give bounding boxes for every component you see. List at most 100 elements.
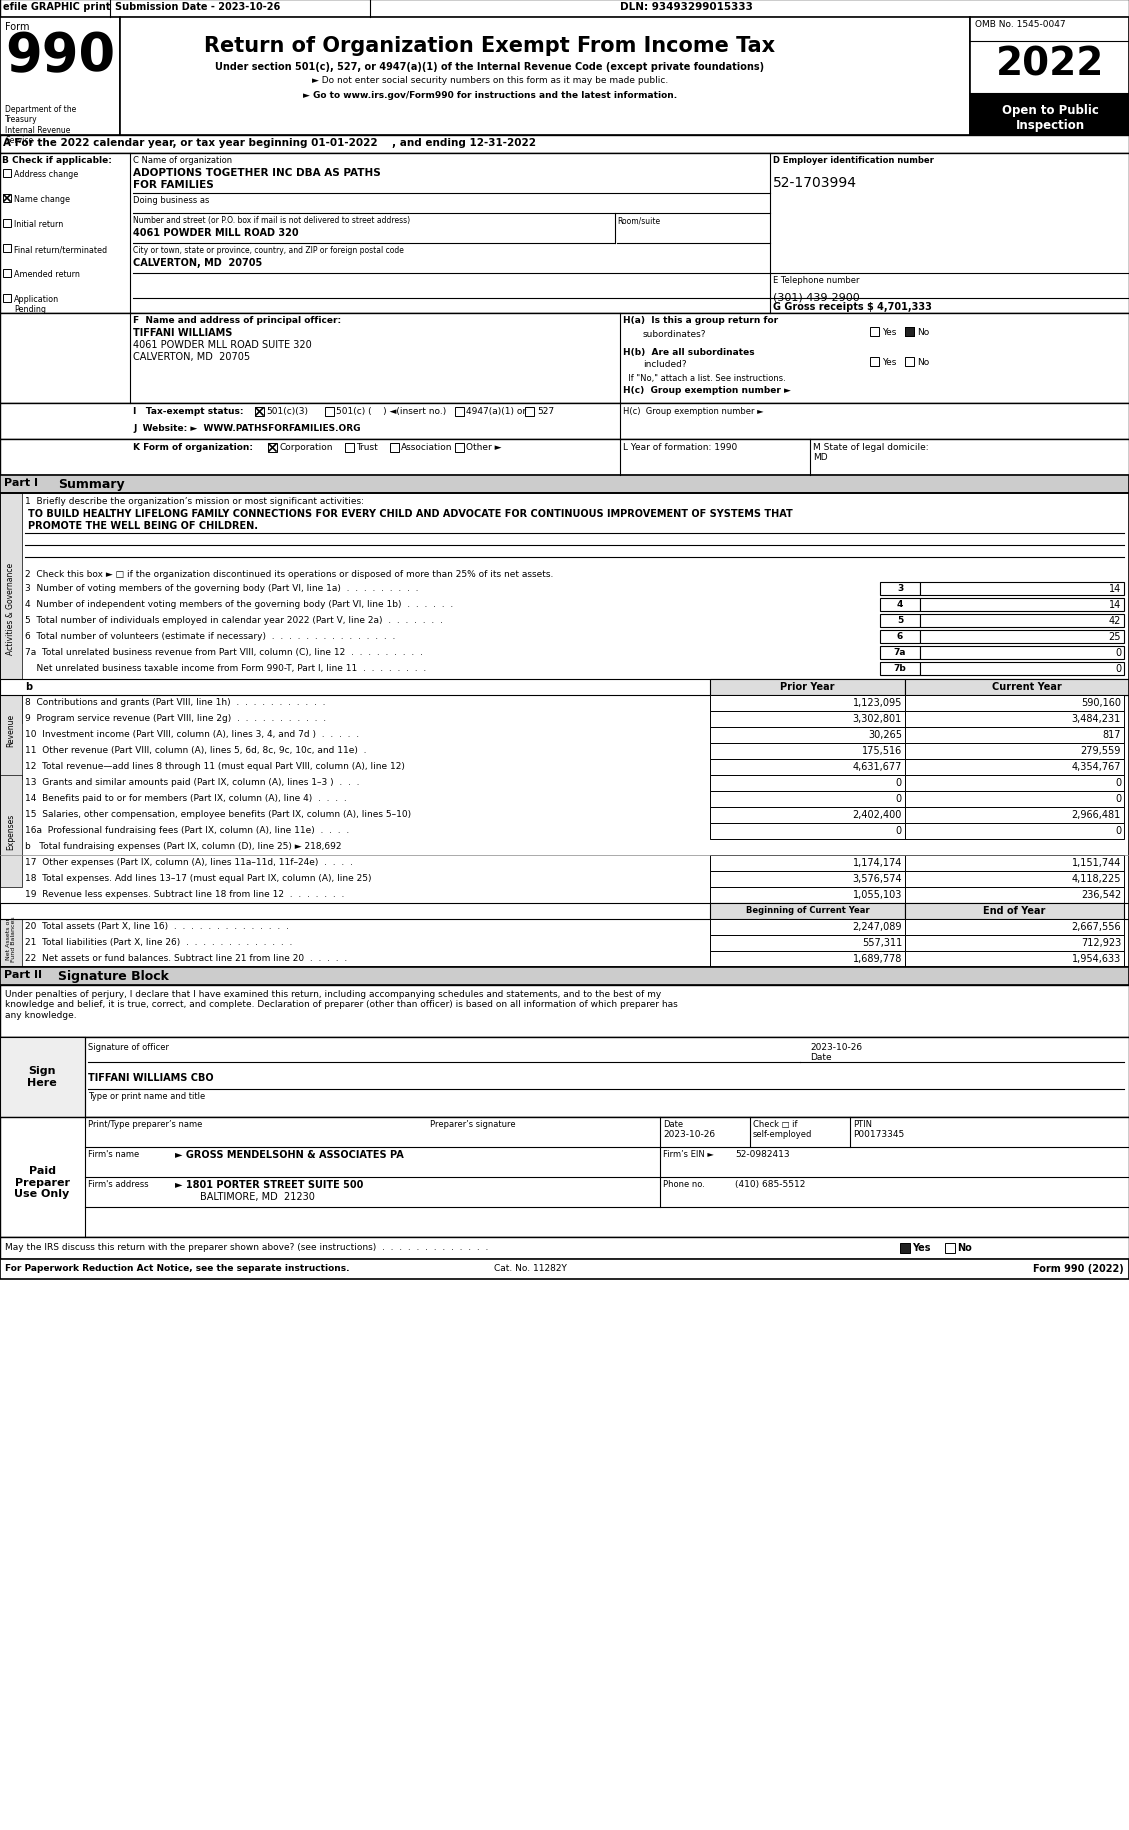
Text: 17  Other expenses (Part IX, column (A), lines 11a–11d, 11f–24e)  .  .  .  .: 17 Other expenses (Part IX, column (A), … <box>25 858 353 867</box>
Text: Part II: Part II <box>5 970 42 979</box>
Text: TIFFANI WILLIAMS: TIFFANI WILLIAMS <box>133 328 233 339</box>
Text: 4  Number of independent voting members of the governing body (Part VI, line 1b): 4 Number of independent voting members o… <box>25 600 453 609</box>
Text: Part I: Part I <box>5 478 38 489</box>
Bar <box>3 245 11 253</box>
Text: (301) 439-2900: (301) 439-2900 <box>773 291 860 302</box>
Bar <box>879 646 920 659</box>
Bar <box>905 743 1124 759</box>
Text: 2,402,400: 2,402,400 <box>852 809 902 820</box>
Bar <box>0 986 1129 1038</box>
Text: TIFFANI WILLIAMS CBO: TIFFANI WILLIAMS CBO <box>88 1072 213 1082</box>
Bar <box>905 728 1124 743</box>
Bar <box>710 856 905 871</box>
Text: 20  Total assets (Part X, line 16)  .  .  .  .  .  .  .  .  .  .  .  .  .  .: 20 Total assets (Part X, line 16) . . . … <box>25 922 289 930</box>
Text: 236,542: 236,542 <box>1080 889 1121 900</box>
Text: included?: included? <box>644 361 686 370</box>
Bar <box>0 404 1129 439</box>
Bar <box>345 443 355 452</box>
Bar <box>879 662 920 675</box>
Bar <box>870 328 879 337</box>
Text: Current Year: Current Year <box>992 681 1062 692</box>
Text: 14  Benefits paid to or for members (Part IX, column (A), line 4)  .  .  .  .: 14 Benefits paid to or for members (Part… <box>25 794 347 803</box>
Bar <box>0 1118 1129 1237</box>
Text: BALTIMORE, MD  21230: BALTIMORE, MD 21230 <box>200 1191 315 1200</box>
Bar <box>390 443 399 452</box>
Bar <box>0 18 120 135</box>
Text: 13  Grants and similar amounts paid (Part IX, column (A), lines 1–3 )  .  .  .: 13 Grants and similar amounts paid (Part… <box>25 778 359 787</box>
Text: H(a)  Is this a group return for: H(a) Is this a group return for <box>623 317 778 324</box>
Bar <box>0 904 1129 919</box>
Text: 6  Total number of volunteers (estimate if necessary)  .  .  .  .  .  .  .  .  .: 6 Total number of volunteers (estimate i… <box>25 631 395 640</box>
Bar <box>710 888 905 904</box>
Text: 4061 POWDER MILL ROAD 320: 4061 POWDER MILL ROAD 320 <box>133 229 299 238</box>
Text: 175,516: 175,516 <box>861 745 902 756</box>
Text: 1,151,744: 1,151,744 <box>1071 858 1121 867</box>
Text: 0: 0 <box>896 825 902 836</box>
Text: Number and street (or P.O. box if mail is not delivered to street address): Number and street (or P.O. box if mail i… <box>133 216 410 225</box>
Text: (410) 685-5512: (410) 685-5512 <box>735 1179 805 1188</box>
Text: For Paperwork Reduction Act Notice, see the separate instructions.: For Paperwork Reduction Act Notice, see … <box>5 1263 350 1272</box>
Text: Summary: Summary <box>58 478 124 490</box>
Text: No: No <box>917 359 929 366</box>
Bar <box>970 93 1129 135</box>
Bar <box>325 408 334 417</box>
Text: Corporation: Corporation <box>279 443 333 452</box>
Text: 0: 0 <box>1114 794 1121 803</box>
Text: Name change: Name change <box>14 194 70 203</box>
Text: 2,247,089: 2,247,089 <box>852 922 902 931</box>
Text: 527: 527 <box>537 406 554 415</box>
Text: Final return/terminated: Final return/terminated <box>14 245 107 254</box>
Bar <box>710 952 905 968</box>
Text: May the IRS discuss this return with the preparer shown above? (see instructions: May the IRS discuss this return with the… <box>5 1243 489 1252</box>
Bar <box>905 888 1124 904</box>
Bar <box>710 695 905 712</box>
Text: H(c)  Group exemption number ►: H(c) Group exemption number ► <box>623 406 763 415</box>
Text: 1,055,103: 1,055,103 <box>852 889 902 900</box>
Bar <box>0 494 21 723</box>
Text: Firm's address: Firm's address <box>88 1179 149 1188</box>
Text: OMB No. 1545-0047: OMB No. 1545-0047 <box>975 20 1066 29</box>
Bar <box>710 807 905 824</box>
Text: 4,354,767: 4,354,767 <box>1071 761 1121 772</box>
Text: 1,689,778: 1,689,778 <box>852 953 902 963</box>
Text: self-employed: self-employed <box>753 1129 813 1138</box>
Text: Beginning of Current Year: Beginning of Current Year <box>745 906 869 915</box>
Text: No: No <box>957 1243 972 1252</box>
Bar <box>710 759 905 776</box>
Text: Yes: Yes <box>882 359 896 366</box>
Text: 7a: 7a <box>894 648 907 657</box>
Text: Signature of officer: Signature of officer <box>88 1043 169 1052</box>
Text: Firm’s EIN ►: Firm’s EIN ► <box>663 1149 714 1158</box>
Text: Association: Association <box>401 443 453 452</box>
Text: 0: 0 <box>896 778 902 787</box>
Text: D Employer identification number: D Employer identification number <box>773 156 934 165</box>
Bar <box>455 408 464 417</box>
Text: 557,311: 557,311 <box>861 937 902 948</box>
Text: PTIN: PTIN <box>854 1120 872 1129</box>
Bar <box>710 743 905 759</box>
Text: 0: 0 <box>1114 664 1121 673</box>
Text: 21  Total liabilities (Part X, line 26)  .  .  .  .  .  .  .  .  .  .  .  .  .: 21 Total liabilities (Part X, line 26) .… <box>25 937 292 946</box>
Text: Room/suite: Room/suite <box>618 216 660 225</box>
Text: Phone no.: Phone no. <box>663 1179 704 1188</box>
Text: 1,123,095: 1,123,095 <box>852 697 902 708</box>
Text: 22  Net assets or fund balances. Subtract line 21 from line 20  .  .  .  .  .: 22 Net assets or fund balances. Subtract… <box>25 953 348 963</box>
Bar <box>120 18 970 135</box>
Text: B Check if applicable:: B Check if applicable: <box>2 156 112 165</box>
Bar <box>905 792 1124 807</box>
Text: 52-0982413: 52-0982413 <box>735 1149 789 1158</box>
Text: 3: 3 <box>896 584 903 593</box>
Text: 11  Other revenue (Part VIII, column (A), lines 5, 6d, 8c, 9c, 10c, and 11e)  .: 11 Other revenue (Part VIII, column (A),… <box>25 745 367 754</box>
Bar <box>3 269 11 278</box>
Bar <box>710 712 905 728</box>
Text: 25: 25 <box>1109 631 1121 642</box>
Bar <box>0 776 21 888</box>
Bar <box>920 598 1124 611</box>
Text: 2,966,481: 2,966,481 <box>1071 809 1121 820</box>
Bar <box>905 904 1124 919</box>
Bar <box>905 359 914 366</box>
Bar <box>0 1038 1129 1118</box>
Text: 19  Revenue less expenses. Subtract line 18 from line 12  .  .  .  .  .  .  .: 19 Revenue less expenses. Subtract line … <box>25 889 344 899</box>
Bar <box>0 904 21 974</box>
Text: J  Website: ►  WWW.PATHSFORFAMILIES.ORG: J Website: ► WWW.PATHSFORFAMILIES.ORG <box>133 425 360 432</box>
